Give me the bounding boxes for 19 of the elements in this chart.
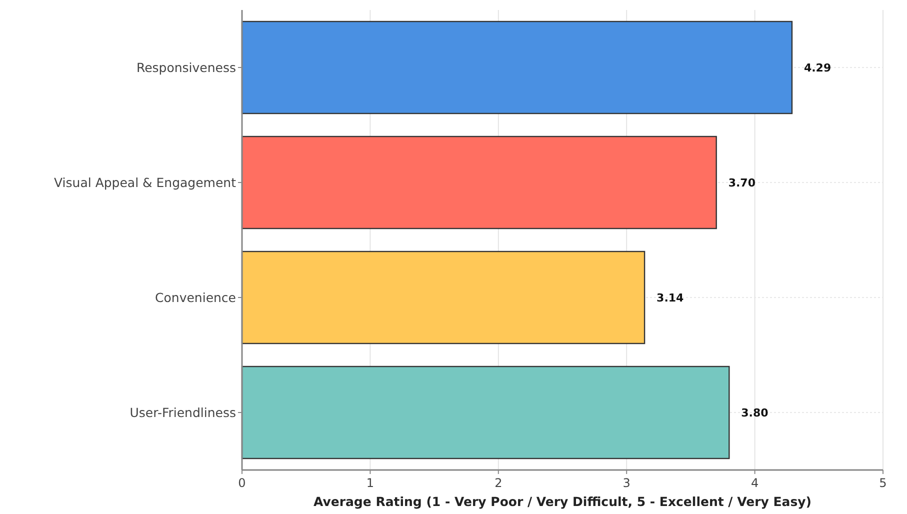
x-tick-label: 5 bbox=[879, 476, 887, 490]
x-tick-label: 3 bbox=[622, 476, 630, 490]
x-tick-label: 4 bbox=[750, 476, 759, 490]
data-label: 4.29 bbox=[804, 61, 832, 74]
y-tick-label: Visual Appeal & Engagement bbox=[54, 174, 236, 190]
bar bbox=[241, 250, 646, 344]
y-tick-label: Convenience bbox=[155, 290, 236, 305]
bar bbox=[241, 366, 730, 460]
bar bbox=[241, 20, 793, 114]
x-tick-label: 0 bbox=[238, 476, 246, 490]
x-tick-label: 2 bbox=[494, 476, 502, 490]
data-label: 3.14 bbox=[656, 291, 684, 304]
x-axis-title: Average Rating (1 - Very Poor / Very Difficult, 5 - Excellent / Very Easy) bbox=[313, 494, 812, 509]
data-label: 3.80 bbox=[741, 406, 769, 420]
bar bbox=[241, 136, 717, 230]
data-label: 3.70 bbox=[728, 176, 756, 190]
y-tick-label: User-Friendliness bbox=[130, 404, 236, 420]
x-tick-label: 1 bbox=[366, 476, 374, 490]
y-tick-label: Responsiveness bbox=[136, 60, 236, 75]
